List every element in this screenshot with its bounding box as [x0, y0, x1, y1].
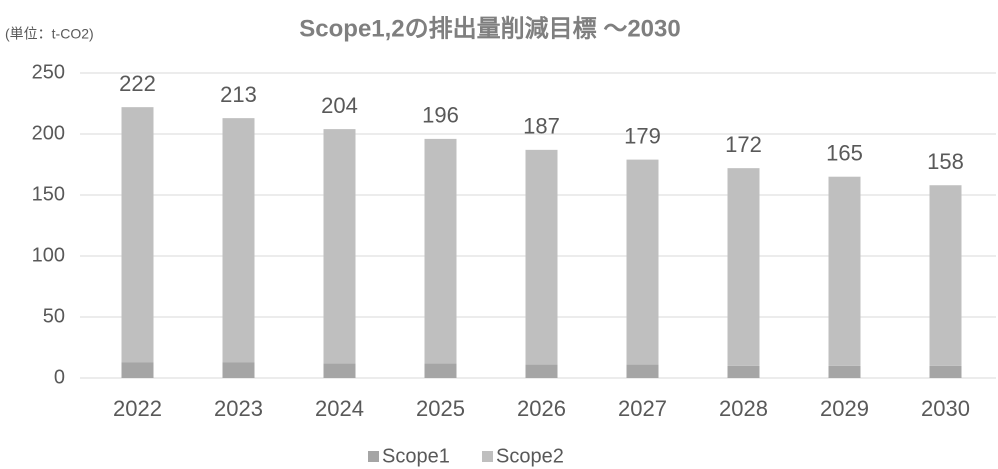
- bar-segment: [626, 364, 659, 378]
- legend-label: Scope2: [496, 445, 564, 467]
- bar-segment: [828, 176, 861, 366]
- x-tick-label: 2025: [416, 396, 465, 421]
- x-tick-label: 2026: [517, 396, 566, 421]
- bar-segment: [626, 159, 659, 365]
- y-tick-label: 250: [32, 61, 65, 83]
- x-tick-label: 2022: [113, 396, 162, 421]
- bar-segment: [929, 365, 962, 378]
- bar-segment: [222, 362, 255, 378]
- y-tick-label: 0: [54, 366, 65, 388]
- bar-segment: [424, 363, 457, 378]
- total-label: 158: [927, 149, 964, 174]
- unit-label: (単位：t-CO2): [5, 26, 94, 42]
- x-tick-label: 2029: [820, 396, 869, 421]
- total-label: 179: [624, 123, 661, 148]
- x-tick-label: 2028: [719, 396, 768, 421]
- bar-segment: [121, 362, 154, 378]
- total-label: 187: [523, 114, 560, 139]
- x-tick-label: 2023: [214, 396, 263, 421]
- y-tick-label: 50: [43, 305, 65, 327]
- bar-segment: [323, 129, 356, 364]
- x-tick-label: 2024: [315, 396, 364, 421]
- bar-segment: [222, 118, 255, 363]
- y-tick-label: 150: [32, 183, 65, 205]
- bar-segment: [323, 363, 356, 378]
- y-tick-label: 200: [32, 122, 65, 144]
- bar-segment: [727, 365, 760, 378]
- x-tick-label: 2030: [921, 396, 970, 421]
- bar-segment: [727, 168, 760, 366]
- bar-segment: [525, 364, 558, 378]
- total-label: 213: [220, 82, 257, 107]
- bar-segment: [121, 107, 154, 363]
- legend-swatch: [482, 451, 493, 462]
- total-label: 196: [422, 103, 459, 128]
- total-label: 165: [826, 141, 863, 166]
- bar-segment: [525, 149, 558, 365]
- total-label: 222: [119, 71, 156, 96]
- bar-segment: [828, 365, 861, 378]
- total-label: 204: [321, 93, 358, 118]
- total-label: 172: [725, 132, 762, 157]
- y-tick-label: 100: [32, 244, 65, 266]
- legend-label: Scope1: [382, 445, 450, 467]
- x-tick-label: 2027: [618, 396, 667, 421]
- legend-swatch: [368, 451, 379, 462]
- bar-segment: [424, 138, 457, 364]
- bar-segment: [929, 185, 962, 366]
- chart-title: Scope1,2の排出量削減目標 ～2030: [299, 15, 680, 42]
